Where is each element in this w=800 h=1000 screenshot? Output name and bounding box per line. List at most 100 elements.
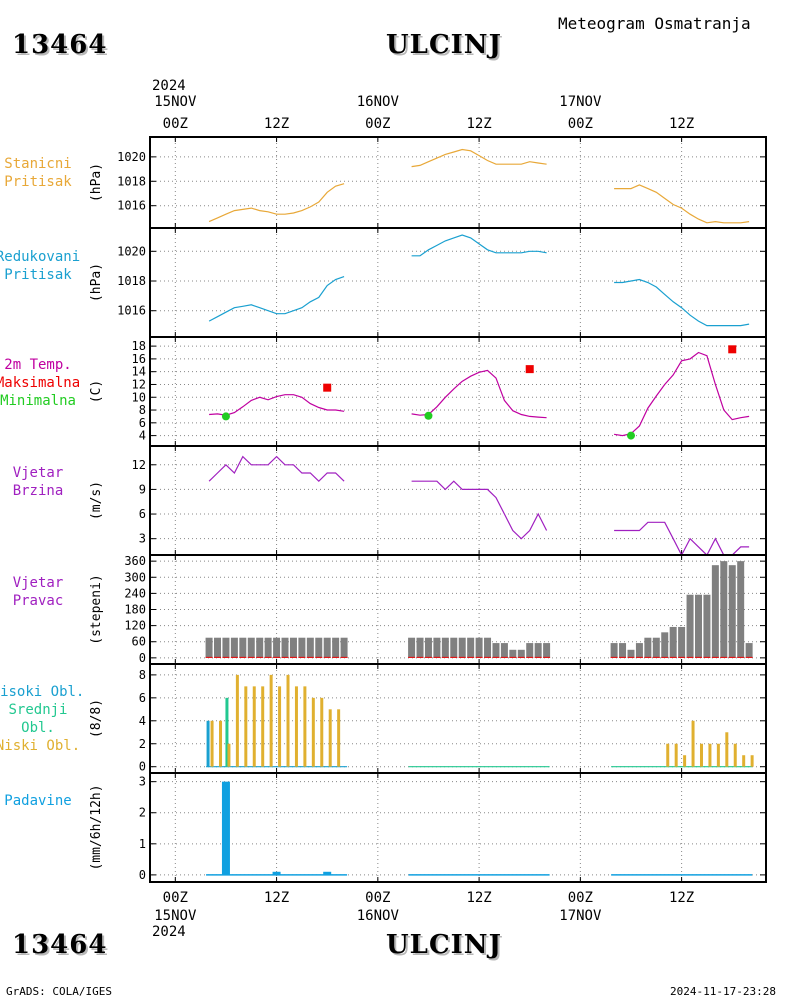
wind-direction-bar — [205, 637, 213, 658]
wind-direction-bar — [694, 594, 702, 658]
wind-direction-bar — [315, 637, 323, 658]
cloud-bar-low — [303, 686, 307, 767]
cloud-bar-low — [699, 743, 703, 767]
wind-direction-bar — [214, 637, 222, 658]
cloud-bar-low — [750, 755, 754, 767]
wind-direction-bar — [703, 594, 711, 658]
y-axis-label: (mm/6h/12h) — [89, 784, 104, 870]
wind-direction-bar — [256, 637, 264, 658]
wind-direction-bar — [728, 565, 736, 658]
cloud-bar-low — [252, 686, 256, 767]
cloud-bar-low — [219, 720, 223, 767]
max-temp-marker — [728, 345, 737, 354]
y-axis-label: (8/8) — [89, 699, 104, 738]
bottom-hour-label: 12Z — [264, 890, 289, 906]
wind-direction-bar — [458, 637, 466, 658]
top-year: 2024 — [152, 78, 186, 94]
y-axis-label: (C) — [89, 380, 104, 403]
y-tick-label: 1020 — [117, 244, 146, 258]
y-tick-label: 12 — [132, 458, 146, 472]
y-tick-label: 2 — [139, 737, 146, 751]
wind-direction-bar — [745, 643, 753, 658]
min-temp-marker — [424, 411, 433, 420]
wind-direction-bar — [711, 565, 719, 658]
stanicni-line — [411, 148, 547, 168]
wind-direction-bar — [467, 637, 475, 658]
y-tick-label: 16 — [132, 352, 146, 366]
y-tick-label: 8 — [139, 403, 146, 417]
redukovani-line — [614, 278, 750, 327]
station-id: 13464 — [12, 30, 108, 60]
cloud-bar-low — [261, 686, 265, 767]
y-tick-label: 9 — [139, 482, 146, 496]
y-tick-label: 6 — [139, 691, 146, 705]
top-hour-label: 12Z — [264, 116, 289, 132]
cloud-bar-low — [294, 686, 298, 767]
y-tick-label: 8 — [139, 668, 146, 682]
cloud-bar-low — [278, 686, 282, 767]
label-temperatura: 2m Temp. Maksimalna Minimalna — [0, 357, 81, 409]
bottom-date-label: 16NOV — [357, 908, 400, 924]
label-vjetar-pravac: Vjetar Pravac — [12, 575, 64, 609]
footer-station-id: 13464 — [12, 930, 108, 960]
y-tick-label: 2 — [139, 806, 146, 820]
wind-direction-bar — [543, 643, 551, 658]
cloud-bar-low — [320, 697, 324, 767]
y-tick-label: 0 — [139, 651, 146, 665]
y-tick-label: 180 — [124, 603, 146, 617]
wind-direction-bar — [441, 637, 449, 658]
y-tick-label: 10 — [132, 390, 146, 404]
cloud-bar-low — [269, 674, 273, 767]
y-tick-label: 240 — [124, 586, 146, 600]
footer-credit: GrADS: COLA/IGES — [6, 985, 112, 998]
y-axis-label: (m/s) — [89, 481, 104, 520]
wind-direction-bar — [619, 643, 627, 658]
top-hour-label: 00Z — [365, 116, 390, 132]
cloud-bar-low — [683, 755, 687, 767]
y-tick-label: 12 — [132, 377, 146, 391]
stanicni-line — [208, 183, 345, 223]
wind-direction-bar — [610, 643, 618, 658]
product-title: Meteogram Osmatranja — [558, 14, 751, 33]
label-oblaci: Visoki Obl. Srednji Obl. Niski Obl. — [0, 684, 85, 754]
label-vjetar-brzina: Vjetar Brzina — [12, 465, 64, 499]
cloud-bar-low — [708, 743, 712, 767]
cloud-bar-low — [733, 743, 737, 767]
y-tick-label: 18 — [132, 339, 146, 353]
wind-direction-bar — [635, 643, 643, 658]
y-tick-label: 14 — [132, 365, 146, 379]
wind-direction-bar — [340, 637, 348, 658]
precip-bar — [272, 871, 281, 875]
wind-direction-bar — [323, 637, 331, 658]
vjetar_brzina-line — [208, 455, 345, 483]
top-date-label: 15NOV — [154, 94, 197, 110]
cloud-bar-low — [337, 709, 341, 767]
wind-direction-bar — [298, 637, 306, 658]
panel-frame — [149, 772, 767, 883]
cloud-bar-low — [674, 743, 678, 767]
max-temp-marker — [323, 383, 332, 392]
wind-direction-bar — [678, 626, 686, 658]
stanicni-line — [614, 184, 750, 224]
temperatura-line — [209, 394, 345, 416]
bottom-hour-label: 12Z — [669, 890, 694, 906]
y-tick-label: 3 — [139, 532, 146, 546]
label-stanicni-pritisak: Stanicni Pritisak — [4, 156, 72, 190]
redukovani-line — [208, 276, 345, 322]
wind-direction-bar — [239, 637, 247, 658]
y-tick-label: 360 — [124, 554, 146, 568]
wind-direction-bar — [424, 637, 432, 658]
y-tick-label: 1016 — [117, 199, 146, 213]
wind-direction-bar — [247, 637, 255, 658]
bottom-hour-label: 00Z — [365, 890, 390, 906]
wind-direction-bar — [433, 637, 441, 658]
wind-direction-bar — [450, 637, 458, 658]
panel-frame — [149, 336, 767, 447]
wind-direction-bar — [306, 637, 314, 658]
wind-direction-bar — [669, 626, 677, 658]
wind-direction-bar — [492, 643, 500, 658]
bottom-year: 2024 — [152, 924, 186, 940]
wind-direction-bar — [484, 637, 492, 658]
y-tick-label: 6 — [139, 507, 146, 521]
